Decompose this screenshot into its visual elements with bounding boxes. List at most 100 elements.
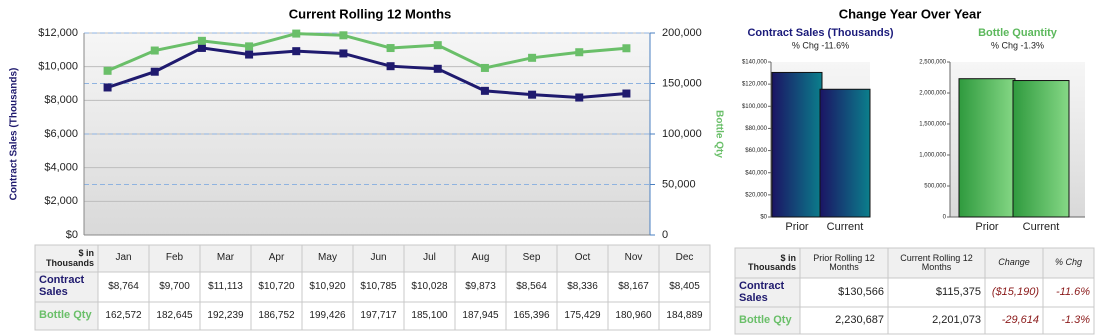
table-cell: -1.3% [1061,314,1090,326]
table-cell: Prior Rolling 12 Months [813,252,875,272]
table-cell: Feb [166,253,183,264]
cell-text: Dec [675,252,694,264]
table-cell-border [984,247,1044,279]
table-cell-border [799,247,889,279]
table-cell-border [658,301,711,331]
table-cell: $115,375 [935,285,981,298]
table-cell-border [301,301,354,331]
table-cell: $8,167 [618,280,649,292]
y-tick-label: $12,000 [38,27,78,39]
y-tick-label: $100,000 [742,104,768,110]
y-tick-label: $120,000 [742,82,768,88]
table-cell: Aug [472,253,490,264]
table-cell-border [984,306,1044,335]
table-cell: $10,785 [360,281,396,292]
table-cell-border [887,277,986,308]
table-cell: 197,717 [360,309,397,321]
chart-title: Contract Sales (Thousands) [747,27,893,39]
table-cell: Jun [370,253,386,264]
cell-text: 192,239 [207,309,244,321]
table-cell-border [556,244,609,273]
table-cell: 2,201,073 [932,314,981,326]
table-cell: $10,920 [309,280,346,292]
bar [771,71,823,218]
table-cell-border [658,244,711,273]
table-cell-border [199,271,252,303]
table-cell: Sep [523,253,541,264]
table-cell: Dec [675,252,694,264]
cell-text: $10,920 [309,280,346,292]
x-tick-label: Current [1023,221,1060,233]
table-cell-border [984,277,1044,308]
x-tick-label: Prior [785,221,809,233]
point-marker [575,48,584,57]
cell-text: 162,572 [105,309,142,321]
table-cell: $8,764 [108,281,139,292]
point-marker [480,86,489,95]
y2-tick-label: 150,000 [662,77,702,89]
table-cell-border [97,271,150,303]
cell-text: Change [998,257,1030,268]
cell-text: 165,396 [513,309,550,321]
cell-text: Contract Sales [39,274,85,298]
cell-text: $9,873 [465,280,496,292]
y2-tick-label: 100,000 [662,128,702,140]
cell-text: % Chg [1054,257,1082,268]
point-marker [433,64,442,73]
cell-text: $8,167 [618,280,649,292]
y-tick-label: $8,000 [44,94,78,106]
y-tick-label: $0 [66,229,78,241]
table-cell-border [734,277,801,308]
y-tick-label: $80,000 [745,126,767,132]
cell-text: Jul [423,252,436,264]
series-line [106,32,627,73]
table-cell: $130,566 [838,286,884,298]
table-cell: May [318,253,337,264]
table-cell-border [734,306,801,335]
cell-text: 187,945 [462,309,499,321]
cell-text: $ in Thousands [45,248,94,268]
table-cell-border [148,271,201,303]
point-marker [103,83,112,92]
bar [958,78,1016,218]
cell-text: 197,717 [360,309,397,321]
x-tick-label: Prior [975,221,999,233]
cell-text: 2,230,687 [835,313,884,326]
cell-text: $10,720 [258,280,295,292]
table-cell-border [148,244,201,273]
y-tick-label: 1,500,000 [919,122,946,128]
y-tick-label: $4,000 [44,162,78,174]
point-marker [528,90,537,99]
cell-text: Mar [216,252,235,264]
table-cell: Mar [216,252,235,264]
y-tick-label: $40,000 [745,170,767,176]
cell-text: Prior Rolling 12 Months [813,252,875,272]
table-cell: 186,752 [258,310,294,321]
cell-text: Jan [115,252,132,264]
point-marker [292,47,301,56]
table-cell-border [199,301,252,331]
cell-text: $10,028 [411,280,448,292]
table-cell-border [556,271,609,303]
table-cell: $8,564 [516,281,547,292]
table-cell: 199,426 [309,310,345,321]
table-cell-border [250,301,303,331]
table-cell: 185,100 [411,310,447,321]
cell-text: $8,336 [567,280,598,292]
point-marker [339,49,348,58]
y-tick-label: 0 [943,215,947,221]
cell-text: Oct [574,252,591,264]
table-cell: % Chg [1054,257,1082,268]
point-marker [386,62,395,71]
table-cell: $8,336 [567,280,598,292]
table-cell: Current Rolling 12 Months [900,253,973,272]
table-cell: Nov [625,253,643,264]
section-title: Change Year Over Year [839,6,982,21]
bar [1012,80,1070,218]
table-cell: Jul [423,252,436,264]
table-cell-border [799,277,889,308]
point-marker [339,31,348,40]
cell-text: $115,375 [935,285,981,298]
